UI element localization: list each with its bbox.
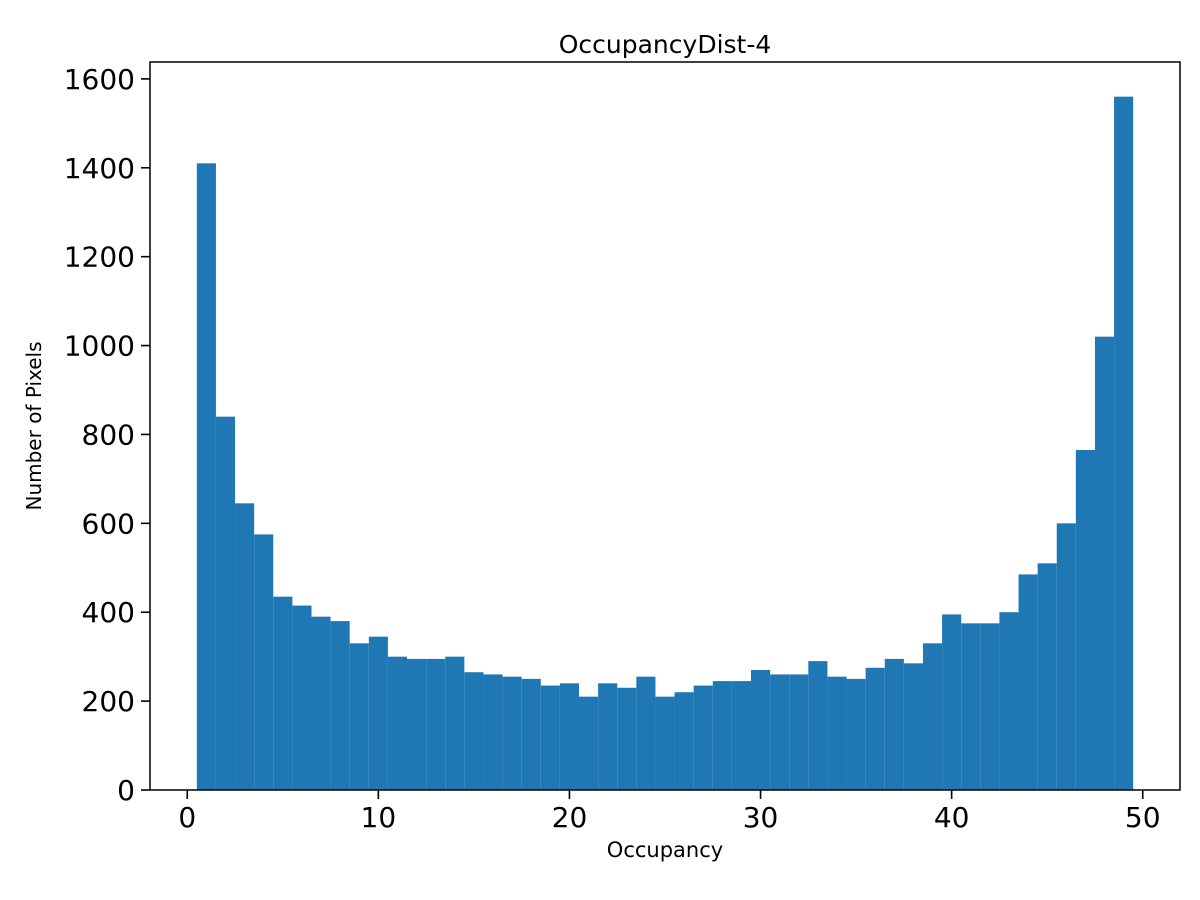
histogram-bar	[999, 612, 1019, 790]
axis-tick-labels: 0 10 20 30 40 50 0 200 400 600 800 1000 1200 1400 1600	[64, 63, 1161, 834]
y-tick-label: 600	[82, 507, 135, 540]
x-tick-label: 40	[934, 801, 970, 834]
histogram-bar	[903, 663, 923, 790]
histogram-bar	[445, 656, 465, 790]
histogram-bar	[789, 674, 809, 790]
y-tick-label: 1000	[64, 330, 135, 363]
histogram-bar	[598, 683, 618, 790]
histogram-bar	[884, 658, 904, 790]
histogram-bar	[1094, 336, 1115, 790]
histogram-bar	[254, 534, 274, 790]
histogram-bar	[579, 696, 599, 790]
histogram-bar	[712, 681, 732, 790]
histogram-bar	[846, 678, 866, 790]
y-tick-label: 200	[82, 685, 135, 718]
x-tick-label: 20	[552, 801, 588, 834]
histogram-bar	[617, 687, 637, 790]
y-axis-label: Number of Pixels	[22, 341, 46, 511]
histogram-bar	[464, 672, 484, 790]
histogram-bar	[196, 163, 216, 790]
histogram-bar	[865, 667, 885, 790]
histogram-bar	[1018, 574, 1038, 790]
y-tick-label: 400	[82, 596, 135, 629]
histogram-bar	[961, 623, 981, 790]
histogram-bar	[674, 692, 694, 790]
histogram-bar	[808, 661, 828, 790]
histogram-bar	[655, 696, 675, 790]
histogram-bar	[693, 685, 713, 790]
x-tick-label: 50	[1125, 801, 1161, 834]
histogram-bar	[942, 614, 962, 790]
histogram-bar	[731, 681, 751, 790]
histogram-bar	[750, 670, 771, 790]
histogram-bar	[387, 656, 408, 790]
y-tick-label: 1600	[64, 63, 135, 96]
histogram-bar	[980, 623, 1000, 790]
histogram-bar	[1075, 450, 1095, 790]
histogram-bar	[521, 678, 541, 790]
x-tick-label: 0	[178, 801, 196, 834]
histogram-bar	[215, 416, 236, 790]
chart-title: OccupancyDist-4	[558, 30, 772, 59]
histogram-bar	[235, 503, 255, 790]
plot-frame	[149, 61, 1181, 791]
histogram-bar	[368, 636, 388, 790]
histogram-bar	[540, 685, 560, 790]
x-axis-label: Occupancy	[606, 838, 724, 862]
x-tick-label: 10	[361, 801, 397, 834]
histogram-bar	[922, 643, 943, 790]
histogram-bar	[1114, 96, 1134, 791]
histogram-bar	[426, 658, 446, 790]
y-tick-label: 1200	[64, 241, 135, 274]
y-tick-label: 800	[82, 418, 135, 451]
axis-ticks	[141, 78, 1144, 799]
histogram-bar	[827, 676, 847, 790]
x-tick-label: 30	[743, 801, 779, 834]
histogram-bar	[349, 643, 369, 790]
histogram-bar	[770, 674, 790, 790]
histogram-bar	[330, 621, 350, 790]
histogram-bar	[483, 674, 503, 790]
histogram-bar	[559, 683, 580, 790]
histogram-bar	[292, 605, 312, 790]
histogram-bar	[1056, 523, 1076, 790]
histogram-bar	[1037, 563, 1057, 790]
y-tick-label: 0	[117, 774, 135, 807]
histogram-bar	[273, 596, 293, 790]
y-tick-label: 1400	[64, 152, 135, 185]
histogram-bar	[311, 616, 331, 790]
histogram-bar	[636, 676, 656, 790]
histogram-bars	[196, 96, 1134, 791]
histogram-bar	[502, 676, 522, 790]
histogram-bar	[407, 658, 427, 790]
